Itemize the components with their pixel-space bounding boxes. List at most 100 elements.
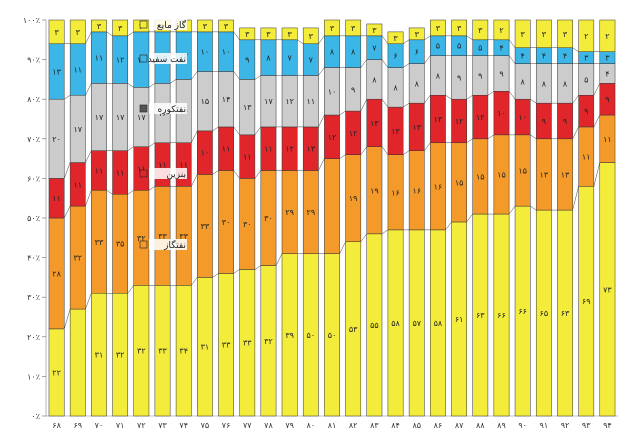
x-tick-label: ۹۰ [518, 421, 527, 430]
y-tick-label: ۷۰٪ [27, 135, 40, 144]
segment-label: ۶۶ [518, 307, 527, 316]
connector-line [212, 170, 219, 175]
x-tick-label: ۸۱ [328, 421, 337, 430]
connector-line [318, 114, 325, 128]
connector-line [360, 233, 367, 242]
segment-label: ۳۹ [285, 331, 294, 340]
segment-label: ۳۳ [243, 339, 252, 348]
bar-segment [599, 19, 616, 52]
connector-line [360, 99, 367, 112]
connector-line [572, 186, 579, 211]
segment-label: ۳۳ [179, 232, 188, 241]
x-tick-label: ۷۵ [201, 421, 210, 430]
segment-label: ۹ [457, 73, 461, 82]
connector-line [381, 99, 389, 108]
segment-label: ۳۲ [137, 234, 146, 243]
segment-label: ۱۲ [455, 117, 464, 126]
connector-line [85, 83, 92, 96]
connector-line [339, 110, 346, 116]
y-tick-label: ۶۰٪ [27, 174, 40, 183]
segment-label: ۹ [584, 107, 588, 116]
y-tick-label: ۳۰٪ [27, 293, 40, 302]
connector-line [403, 102, 410, 108]
segment-label: ۱۰ [222, 48, 231, 57]
segment-label: ۳ [605, 54, 610, 63]
segment-label: ۷ [287, 54, 292, 63]
legend-label: نفت سفید [148, 55, 186, 65]
segment-label: ۱۷ [137, 113, 146, 122]
legend-bg [149, 239, 187, 250]
segment-label: ۳ [372, 26, 377, 35]
segment-label: ۱۱ [307, 97, 316, 106]
segment-label: ۳ [118, 24, 123, 33]
segment-label: ۳ [584, 54, 589, 63]
segment-label: ۵ [478, 44, 482, 53]
connector-line [572, 126, 579, 139]
segment-label: ۳ [415, 30, 420, 39]
bars: ۲۲۲۸۱۱۲۰۱۳۳۳۲۱۱۱۷۱۱۳۳۱۳۳۱۱۱۷۱۱۳۳۲۳۵۱۱۱۷۱… [48, 19, 616, 417]
connector-line [572, 47, 579, 52]
segment-label: ۱۷ [95, 113, 104, 122]
segment-label: ۱۱ [73, 66, 82, 75]
segment-label: ۴ [605, 69, 609, 78]
segment-label: ۱۷ [73, 125, 82, 134]
segment-label: ۳۲ [116, 351, 125, 360]
y-tick-label: ۹۰٪ [27, 56, 40, 65]
connector-line [487, 91, 494, 96]
segment-label: ۶۱ [455, 315, 464, 324]
segment-label: ۱۱ [73, 180, 82, 189]
bar-segment [451, 19, 467, 37]
bar-segment [408, 27, 425, 41]
bar-segment [48, 19, 65, 45]
bar-segment [324, 158, 340, 254]
segment-label: ۱۶ [391, 188, 400, 197]
x-tick-label: ۹۴ [603, 421, 612, 430]
segment-label: ۱۰ [497, 109, 506, 118]
connector-line [508, 39, 516, 48]
connector-line [148, 186, 156, 191]
segment-label: ۸ [521, 77, 526, 86]
segment-label: ۶۶ [497, 311, 506, 320]
x-tick-label: ۸۰ [307, 421, 316, 430]
connector-line [593, 162, 601, 187]
bar-segment [514, 19, 531, 48]
connector-line [487, 134, 494, 140]
y-axis: ۰٪ ۱۰٪ ۲۰٪ ۳۰٪ ۴۰٪ ۵۰٪ ۶۰٪ ۷۰٪ ۸۰٪ ۹۰٪ ۱۰۰٪ [23, 16, 40, 421]
segment-label: ۱۲ [116, 56, 125, 65]
segment-label: ۱۵ [476, 172, 485, 181]
segment-label: ۲۰ [52, 135, 61, 144]
segment-label: ۸ [372, 75, 377, 84]
x-tick-label: ۷۳ [158, 421, 167, 430]
segment-label: ۸ [330, 48, 335, 57]
segment-label: ۱۱ [603, 135, 612, 144]
bar-segment [578, 19, 595, 52]
x-tick-label: ۸۶ [434, 421, 443, 430]
segment-label: ۱۵ [201, 97, 210, 106]
connector-line [254, 170, 262, 179]
connector-line [191, 277, 198, 286]
connector-line [127, 83, 134, 88]
segment-label: ۳ [287, 30, 292, 39]
legend-swatch [139, 240, 148, 249]
connector-line [191, 174, 198, 187]
segment-label: ۵۸ [434, 319, 443, 328]
segment-label: ۳ [54, 28, 59, 37]
connector-line [339, 241, 346, 254]
x-tick-label: ۸۷ [455, 421, 464, 430]
segment-label: ۱۳ [370, 119, 379, 128]
connector-line [275, 253, 283, 266]
connector-line [360, 146, 367, 155]
segment-label: ۹ [605, 95, 609, 104]
segment-label: ۳ [457, 24, 462, 33]
connector-line [212, 273, 219, 278]
legend-label: نفتگاز [163, 239, 186, 251]
segment-label: ۷۳ [603, 285, 612, 294]
connector-line [127, 190, 134, 195]
legend-label: نفتکوره [158, 105, 186, 115]
connector-line [233, 31, 240, 40]
segment-label: ۳۱ [201, 343, 210, 352]
x-tick-label: ۷۶ [222, 421, 231, 430]
bar-segment [218, 19, 234, 33]
connector-line [63, 162, 71, 179]
